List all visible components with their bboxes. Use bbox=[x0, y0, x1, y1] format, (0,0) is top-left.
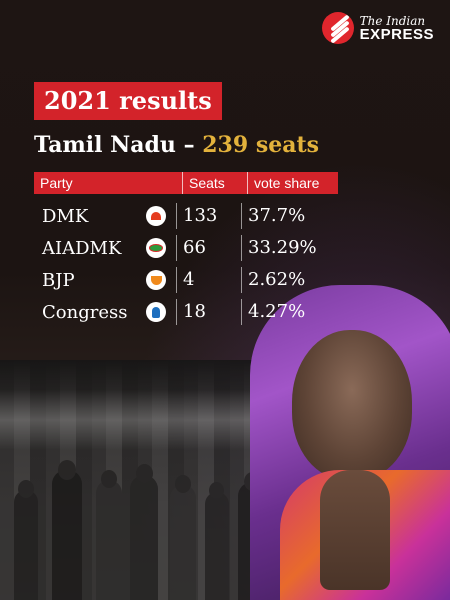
crowd-figure bbox=[96, 480, 122, 600]
header-seats: Seats bbox=[182, 172, 247, 194]
crowd-figure bbox=[130, 475, 158, 600]
crowd-figure-head bbox=[209, 482, 224, 499]
table-header-row: Party Seats vote share bbox=[34, 172, 338, 194]
seats-value: 66 bbox=[176, 235, 241, 261]
crowd-figure-head bbox=[58, 460, 76, 480]
party-name: AIADMK bbox=[42, 237, 122, 259]
hand-icon bbox=[146, 302, 166, 322]
vote-share-value: 2.62% bbox=[241, 267, 338, 293]
crowd-figure bbox=[170, 485, 196, 600]
crowd-figure-head bbox=[175, 475, 191, 493]
total-seats: 239 seats bbox=[202, 132, 320, 158]
party-name: DMK bbox=[42, 205, 89, 227]
seats-value: 4 bbox=[176, 267, 241, 293]
crowd-figure bbox=[52, 470, 82, 600]
logo-line-2: EXPRESS bbox=[359, 25, 434, 43]
crowd-figure-head bbox=[18, 480, 34, 498]
crowd-figure-head bbox=[101, 470, 117, 488]
voter-portrait-hand bbox=[320, 470, 390, 590]
party-name: BJP bbox=[42, 269, 75, 291]
results-table: Party Seats vote share DMK 133 37.7% AIA… bbox=[34, 172, 338, 328]
vote-share-value: 4.27% bbox=[241, 299, 338, 325]
header-party: Party bbox=[40, 175, 73, 191]
indian-express-logo-icon bbox=[321, 12, 354, 44]
vote-share-value: 37.7% bbox=[241, 203, 338, 229]
table-row: Congress 18 4.27% bbox=[34, 296, 338, 328]
crowd-figure bbox=[205, 492, 229, 600]
table-row: BJP 4 2.62% bbox=[34, 264, 338, 296]
publisher-logo: The Indian EXPRESS bbox=[321, 12, 434, 44]
lotus-icon bbox=[146, 270, 166, 290]
vote-share-value: 33.29% bbox=[241, 235, 338, 261]
logo-wordmark: The Indian EXPRESS bbox=[360, 15, 434, 42]
table-row: AIADMK 66 33.29% bbox=[34, 232, 338, 264]
header-vote-share: vote share bbox=[247, 172, 338, 194]
rising-sun-icon bbox=[146, 206, 166, 226]
seats-value: 133 bbox=[176, 203, 241, 229]
state-name: Tamil Nadu – bbox=[34, 132, 203, 158]
logo-line-1: The Indian bbox=[359, 13, 426, 28]
state-seats-heading: Tamil Nadu – 239 seats bbox=[34, 132, 319, 158]
headline-badge: 2021 results bbox=[34, 82, 222, 120]
seats-value: 18 bbox=[176, 299, 241, 325]
crowd-figure bbox=[14, 490, 38, 600]
crowd-figure-head bbox=[136, 464, 153, 483]
table-row: DMK 133 37.7% bbox=[34, 200, 338, 232]
two-leaves-icon bbox=[146, 238, 166, 258]
party-name: Congress bbox=[42, 301, 128, 323]
voter-portrait-face bbox=[292, 330, 412, 480]
